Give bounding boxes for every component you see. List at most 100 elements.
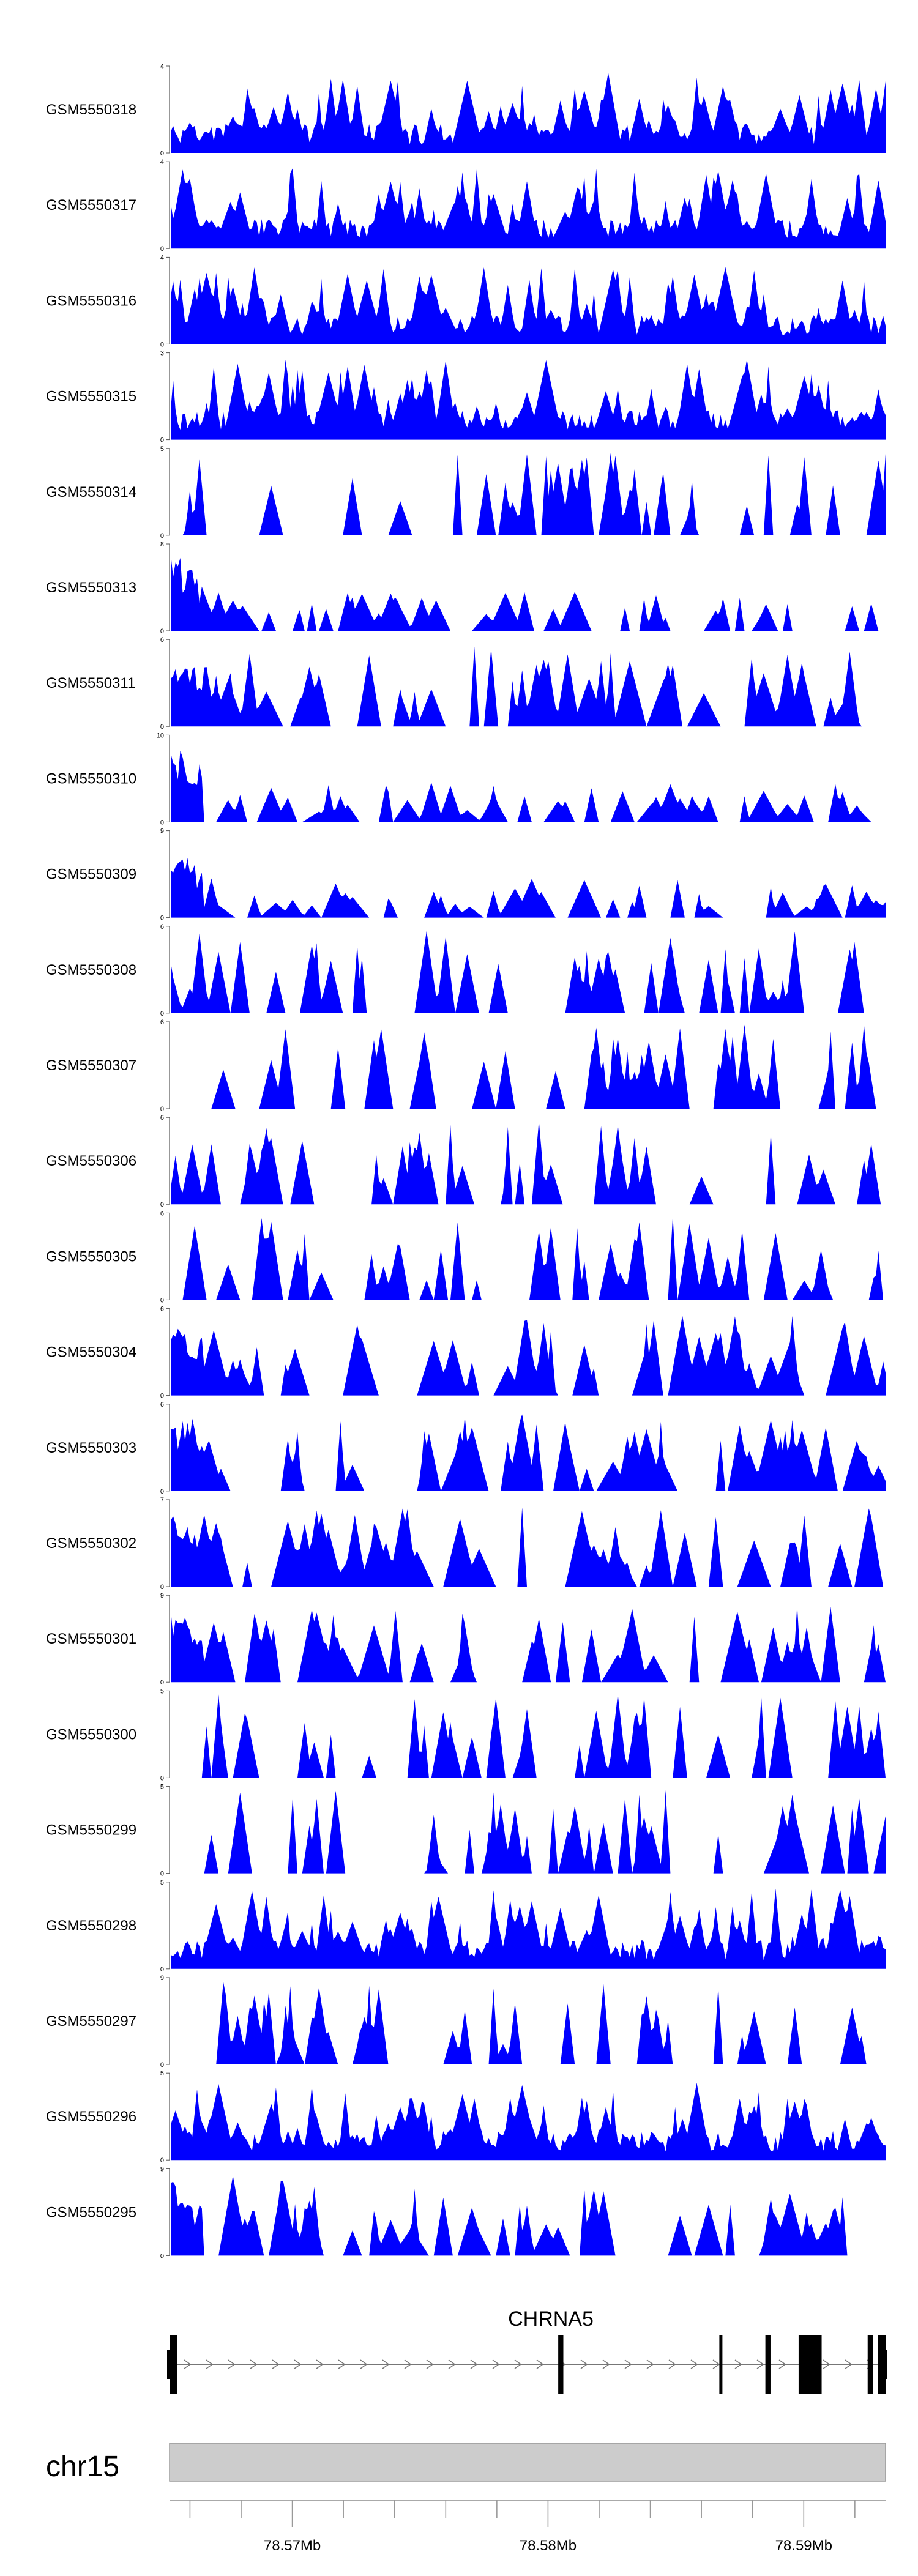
- track-label: GSM5550300: [46, 1726, 136, 1743]
- strand-arrow: [294, 2359, 302, 2369]
- y-max-label: 6: [160, 1114, 164, 1122]
- strand-arrow: [668, 2359, 676, 2369]
- y-max-label: 5: [160, 2070, 164, 2077]
- y-min-label: 0: [160, 150, 164, 157]
- y-min-label: 0: [160, 723, 164, 731]
- y-min-label: 0: [160, 437, 164, 444]
- track-label: GSM5550295: [46, 2204, 136, 2220]
- strand-arrow: [734, 2359, 742, 2369]
- strand-arrow: [514, 2359, 522, 2369]
- strand-arrow: [712, 2359, 720, 2369]
- coverage-area: [171, 1414, 886, 1491]
- track-label: GSM5550304: [46, 1344, 136, 1361]
- track-label: GSM5550315: [46, 389, 136, 405]
- coverage-track: GSM5550300 5 0: [46, 1688, 886, 1782]
- strand-arrow: [602, 2359, 610, 2369]
- coverage-area: [171, 751, 886, 822]
- y-max-label: 4: [160, 158, 164, 166]
- y-min-label: 0: [160, 1010, 164, 1018]
- y-min-label: 0: [160, 532, 164, 540]
- strand-arrow: [580, 2359, 588, 2369]
- y-max-label: 3: [160, 350, 164, 357]
- strand-arrow: [536, 2359, 544, 2369]
- coverage-area: [171, 453, 886, 535]
- coverage-area: [171, 1790, 886, 1874]
- coverage-area: [171, 1982, 886, 2064]
- y-min-label: 0: [160, 819, 164, 826]
- strand-arrow: [382, 2359, 390, 2369]
- y-min-label: 0: [160, 2252, 164, 2260]
- axis-tick-label: 78.58Mb: [520, 2537, 577, 2554]
- track-label: GSM5550299: [46, 1822, 136, 1839]
- strand-arrow: [470, 2359, 478, 2369]
- coverage-area: [171, 858, 886, 918]
- y-min-label: 0: [160, 915, 164, 922]
- y-min-label: 0: [160, 1584, 164, 1591]
- strand-arrow: [272, 2359, 280, 2369]
- track-label: GSM5550305: [46, 1248, 136, 1265]
- chromosome-label: chr15: [46, 2451, 119, 2483]
- coverage-track: GSM5550296 5 0: [46, 2070, 886, 2164]
- y-min-label: 0: [160, 1201, 164, 1208]
- strand-arrow: [338, 2359, 346, 2369]
- coverage-track: GSM5550295 9 0: [46, 2165, 886, 2260]
- gene-track: CHRNA5: [167, 2307, 887, 2394]
- coverage-area: [171, 1606, 886, 1683]
- strand-arrow: [778, 2359, 786, 2369]
- y-min-label: 0: [160, 1871, 164, 1878]
- axis-tick-label: 78.57Mb: [264, 2537, 321, 2554]
- gene-name-label: CHRNA5: [508, 2307, 594, 2331]
- coverage-tracks: GSM555031840GSM555031740GSM555031640GSM5…: [46, 63, 886, 2260]
- y-max-label: 5: [160, 1688, 164, 1695]
- y-min-label: 0: [160, 628, 164, 635]
- ideogram-track: chr15: [46, 2443, 886, 2483]
- genome-axis: 78.57Mb 78.58Mb 78.59Mb: [170, 2500, 886, 2554]
- axis-tick-label: 78.59Mb: [775, 2537, 832, 2554]
- strand-arrow: [756, 2359, 764, 2369]
- coverage-track: GSM5550314 5 0: [46, 445, 886, 540]
- exon: [765, 2335, 771, 2394]
- y-max-label: 9: [160, 1975, 164, 1982]
- coverage-track: GSM5550297 9 0: [46, 1975, 886, 2069]
- coverage-track: GSM5550305 6 0: [46, 1210, 886, 1304]
- coverage-area: [171, 1694, 886, 1778]
- coverage-area: [171, 931, 886, 1013]
- coverage-track: GSM5550311 6 0: [46, 636, 886, 731]
- coverage-area: [171, 1888, 886, 1969]
- y-max-label: 6: [160, 1019, 164, 1026]
- y-max-label: 6: [160, 1210, 164, 1217]
- y-min-label: 0: [160, 341, 164, 348]
- y-min-label: 0: [160, 1297, 164, 1304]
- coverage-track: GSM5550315 3 0: [46, 350, 886, 444]
- y-max-label: 9: [160, 1592, 164, 1599]
- track-label: GSM5550296: [46, 2109, 136, 2125]
- y-max-label: 6: [160, 923, 164, 931]
- y-max-label: 5: [160, 1784, 164, 1791]
- strand-arrow: [690, 2359, 698, 2369]
- y-min-label: 0: [160, 245, 164, 253]
- y-min-label: 0: [160, 2061, 164, 2069]
- y-max-label: 6: [160, 1306, 164, 1313]
- exon: [558, 2335, 564, 2394]
- coverage-area: [171, 267, 886, 344]
- coverage-track: GSM5550307 6 0: [46, 1019, 886, 1113]
- track-label: GSM5550298: [46, 1918, 136, 1934]
- exon: [719, 2335, 723, 2394]
- y-min-label: 0: [160, 1106, 164, 1113]
- y-min-label: 0: [160, 1393, 164, 1400]
- track-label: GSM5550310: [46, 770, 136, 787]
- coverage-area: [171, 646, 886, 727]
- coverage-track: GSM5550303 6 0: [46, 1401, 886, 1495]
- coverage-area: [171, 1024, 886, 1109]
- coverage-track: GSM5550309 9 0: [46, 828, 886, 922]
- strand-arrow: [823, 2359, 830, 2369]
- track-label: GSM5550314: [46, 484, 136, 501]
- coverage-area: [171, 168, 886, 249]
- coverage-track: GSM5550302 7 0: [46, 1497, 886, 1591]
- track-label: GSM5550309: [46, 866, 136, 883]
- track-label: GSM5550317: [46, 197, 136, 214]
- exon: [867, 2335, 873, 2394]
- track-label: GSM5550307: [46, 1057, 136, 1074]
- strand-arrow: [448, 2359, 456, 2369]
- y-max-label: 10: [157, 732, 164, 739]
